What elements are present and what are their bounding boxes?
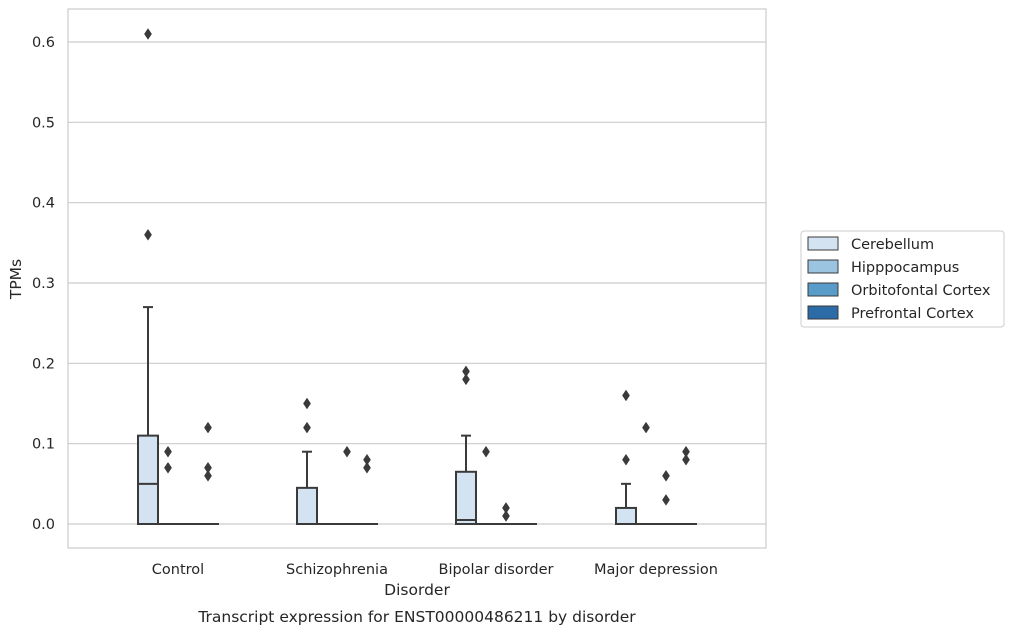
- outlier-point: [622, 453, 630, 466]
- outlier-point: [642, 421, 650, 434]
- series-cerebellum: [137, 306, 637, 526]
- outlier-point: [303, 421, 311, 434]
- legend-label: Orbitofontal Cortex: [851, 283, 991, 299]
- grid-lines: [68, 41, 766, 525]
- legend-frame: [800, 230, 1005, 328]
- outlier-point: [662, 469, 670, 482]
- box: [455, 470, 477, 525]
- y-tick-label: 0.2: [32, 356, 55, 372]
- legend-label: Hipppocampus: [851, 260, 959, 276]
- y-tick-label: 0.1: [32, 437, 55, 453]
- box: [296, 486, 318, 526]
- outlier-point: [363, 461, 371, 474]
- legend: Cerebellum Hipppocampus Orbitofontal Corte…: [800, 230, 1005, 328]
- legend-label: Prefrontal Cortex: [851, 306, 974, 322]
- x-tick-label: Major depression: [594, 562, 718, 578]
- outlier-point: [164, 461, 172, 474]
- legend-swatch: [807, 236, 839, 251]
- outlier-point: [303, 397, 311, 410]
- x-tick-label: Control: [152, 562, 204, 578]
- x-tick-label: Schizophrenia: [286, 562, 388, 578]
- y-tick-label: 0.4: [32, 196, 55, 212]
- legend-label: Cerebellum: [851, 237, 934, 253]
- legend-swatch: [807, 305, 839, 320]
- x-tick-labels: Control Schizophrenia Bipolar disorder Majo…: [152, 562, 718, 578]
- outlier-point: [462, 373, 470, 386]
- legend-swatch: [807, 259, 839, 274]
- x-tick-label: Bipolar disorder: [439, 562, 554, 578]
- y-tick-label: 0.6: [32, 35, 55, 51]
- box: [615, 506, 637, 525]
- outlier-point: [204, 421, 212, 434]
- box: [137, 434, 159, 525]
- y-tick-label: 0.3: [32, 276, 55, 292]
- outlier-point: [482, 445, 490, 458]
- x-axis-label: Disorder: [384, 581, 450, 599]
- outlier-point: [343, 445, 351, 458]
- outlier-point: [682, 453, 690, 466]
- outlier-points: [144, 28, 690, 522]
- outlier-point: [144, 28, 152, 40]
- outlier-point: [164, 445, 172, 458]
- outlier-point: [204, 469, 212, 482]
- box-series: [137, 306, 697, 526]
- y-tick-label: 0.5: [32, 115, 55, 131]
- chart-title: Transcript expression for ENST0000048621…: [197, 608, 636, 626]
- outlier-point: [662, 494, 670, 506]
- y-tick-label: 0.0: [32, 517, 55, 533]
- outlier-point: [144, 228, 152, 241]
- outlier-point: [502, 510, 510, 522]
- plot-area-frame: [67, 8, 767, 549]
- y-axis-label: TPMs: [7, 259, 25, 300]
- legend-swatch: [807, 282, 839, 297]
- outlier-point: [622, 389, 630, 402]
- y-tick-labels: 0.0 0.1 0.2 0.3 0.4 0.5 0.6: [32, 35, 55, 533]
